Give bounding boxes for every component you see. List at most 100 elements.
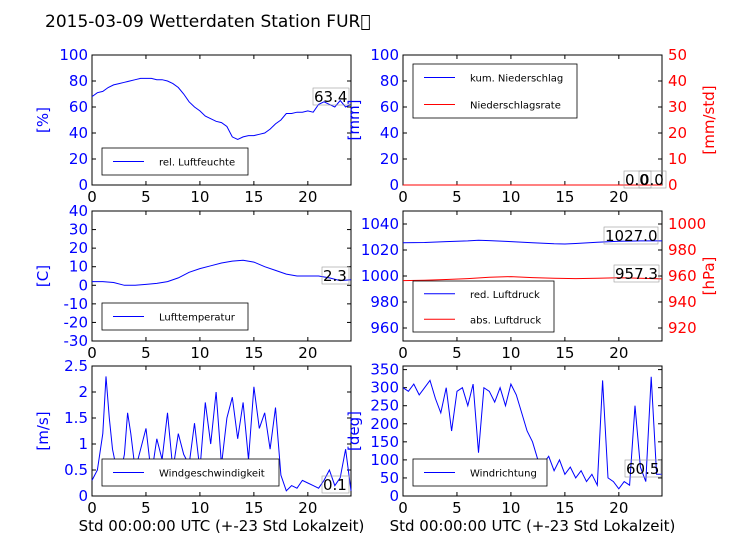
x-axis-label: Std 00:00:00 UTC (+-23 Std Lokalzeit) [79,517,365,535]
y2-tick-label: 0 [668,176,678,194]
value-annotation-box [312,87,350,106]
x-tick-label: 5 [452,499,462,517]
y-tick-label: 60 [69,98,88,116]
x-tick-label: 0 [87,499,97,517]
value-annotation: 0.0 [640,171,664,189]
value-annotation-box [638,170,667,189]
y2-axis-label: [mm/std] [700,85,718,154]
y-tick-label: 10 [69,258,88,276]
y-tick-label: 2.5 [64,357,88,375]
y-tick-label: 350 [370,361,399,379]
chart-panel-1: 0 5 10 15 20 0 20 40 60 80 100 [%] rel. Luftfeuchte 6… [34,46,352,206]
y-axis-label: [C] [34,265,52,287]
y-tick-label: 980 [370,293,399,311]
chart-panel-5: 0 5 10 15 20 0 0.5 1 1.5 2 2.5 [m/s] Std 00:00:00 UT… [34,357,364,535]
legend: kum. Niederschlag Niederschlagsrate [412,63,578,119]
value-annotation: 0.1 [323,476,347,494]
x-tick-label: 10 [501,344,520,362]
y-tick-label: 300 [370,379,399,397]
y-tick-label: 0.5 [64,461,88,479]
y-tick-label: 20 [69,150,88,168]
x-tick-label: 10 [190,188,209,206]
legend-box [101,147,249,176]
legend-label: red. Luftdruck [470,290,540,301]
y2-tick-label: 20 [668,124,687,142]
legend: rel. Luftfeuchte [101,147,249,176]
y2-axis-label: [hPa] [700,257,718,296]
x-tick-label: 0 [87,344,97,362]
chart-panel-2: 0 5 10 15 20 0 20 40 60 80 100 0 10 20 30 40 50 [mm] [mm/s… [345,46,718,206]
legend: Windrichtung [412,458,548,487]
y2-tick-label: 40 [668,72,687,90]
y-tick-label: 60 [380,98,399,116]
y-axis-label: [m/s] [34,411,52,450]
y2-tick-label: 30 [668,98,687,116]
x-tick-label: 15 [555,188,574,206]
series-line-1 [402,376,662,490]
legend: Windgeschwindigkeit [101,458,280,487]
value-annotation-box [624,459,662,478]
value-annotation-box [613,264,660,283]
series-line-1 [402,239,662,245]
value-annotation: 2.3 [323,267,347,285]
y2-tick-label: 940 [668,293,697,311]
y-tick-label: 1020 [361,241,399,259]
y-tick-label: 50 [380,469,399,487]
y-axis-label: [deg] [345,411,363,451]
series-line-1 [91,376,352,492]
legend-label: Windgeschwindigkeit [159,469,265,480]
y-tick-label: 100 [59,46,88,64]
value-annotation: 0.0 [625,171,649,189]
y-tick-label: 40 [69,202,88,220]
x-tick-label: 10 [501,499,520,517]
y-axis-label: [mm] [345,100,363,141]
y-tick-label: 250 [370,397,399,415]
x-tick-label: 5 [141,188,151,206]
x-tick-label: 20 [609,344,628,362]
series-line-2 [402,276,663,282]
value-annotation-box [623,170,652,189]
legend-label: kum. Niederschlag [470,74,563,85]
x-axis-label: Std 00:00:00 UTC (+-23 Std Lokalzeit) [390,517,676,535]
y-tick-label: 0 [78,176,88,194]
x-tick-label: 5 [452,344,462,362]
value-annotation: 1027.0 [605,227,658,245]
y-tick-label: 1000 [361,267,399,285]
x-tick-label: 20 [298,499,317,517]
legend-box [412,280,555,333]
x-tick-label: 0 [398,344,408,362]
x-tick-label: 20 [298,344,317,362]
value-annotation: 63.4 [314,88,347,106]
y-tick-label: 0 [389,176,399,194]
series-line-1 [92,259,352,286]
x-tick-label: 10 [190,499,209,517]
x-tick-label: 15 [555,344,574,362]
y-tick-label: 200 [370,415,399,433]
y-tick-label: 150 [370,433,399,451]
value-annotation-box [603,226,659,245]
y2-tick-label: 10 [668,150,687,168]
x-tick-label: 20 [609,499,628,517]
value-annotation-box [321,475,350,494]
y-tick-label: 40 [380,124,399,142]
y-tick-label: 80 [380,72,399,90]
x-tick-label: 0 [398,499,408,517]
y-tick-label: 30 [69,221,88,239]
y-tick-label: 0 [78,487,88,505]
y2-tick-label: 980 [668,241,697,259]
y2-tick-label: 1000 [668,215,706,233]
x-tick-label: 0 [398,188,408,206]
x-tick-label: 20 [298,188,317,206]
y2-tick-label: 920 [668,319,697,337]
x-tick-label: 15 [555,499,574,517]
y2-tick-label: 960 [668,267,697,285]
x-tick-label: 5 [452,188,462,206]
x-tick-label: 15 [244,188,263,206]
x-tick-label: 20 [609,188,628,206]
y-tick-label: 40 [69,124,88,142]
x-tick-label: 0 [87,188,97,206]
y-axis-label: [%] [34,107,52,133]
series-line-1 [91,77,352,141]
